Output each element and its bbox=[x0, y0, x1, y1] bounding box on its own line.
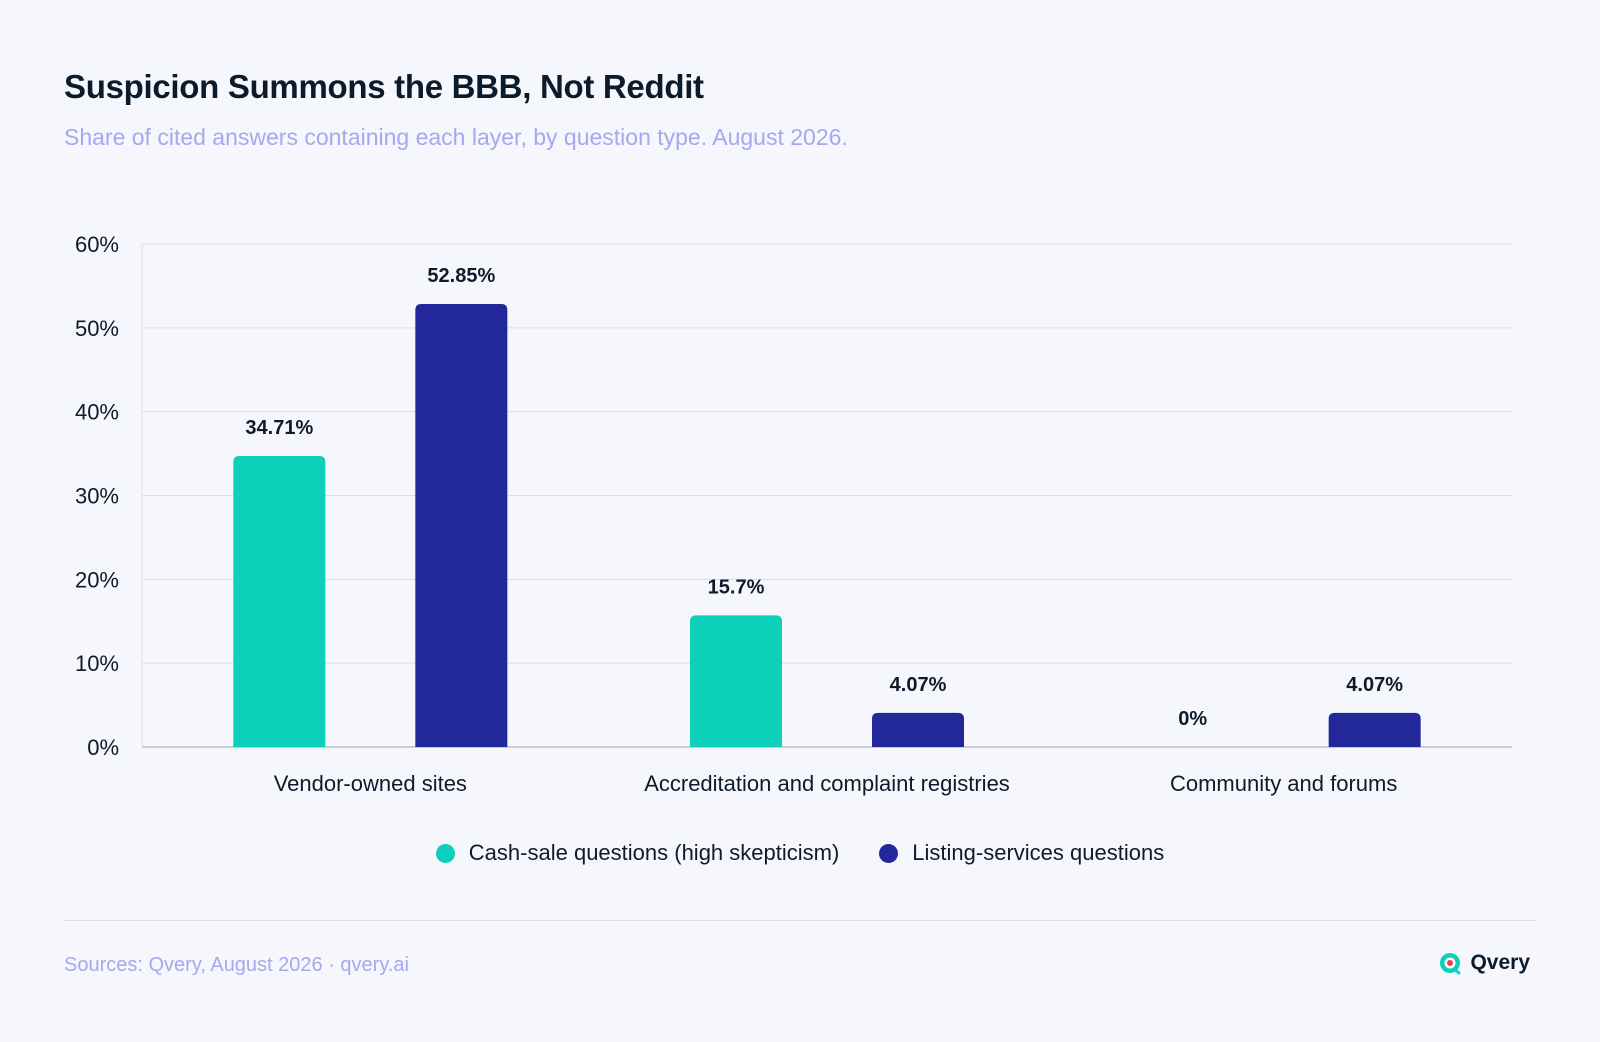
bar bbox=[690, 615, 782, 747]
brand: Qvery bbox=[1438, 951, 1530, 975]
x-tick-label: Community and forums bbox=[1170, 771, 1397, 796]
data-label: 4.07% bbox=[1346, 674, 1403, 696]
brand-name: Qvery bbox=[1470, 951, 1530, 974]
sources-note: Sources: Qvery, August 2026 · qvery.ai bbox=[64, 954, 409, 976]
bars bbox=[233, 303, 1421, 747]
bar bbox=[233, 456, 326, 747]
chart-legend: Cash-sale questions (high skepticism) Li… bbox=[0, 840, 1600, 866]
y-tick-label: 10% bbox=[75, 651, 119, 676]
grid-lines bbox=[141, 243, 1512, 748]
x-axis-ticks: Vendor-owned sites Accreditation and comp… bbox=[274, 771, 1398, 796]
footer-divider bbox=[64, 920, 1536, 921]
x-tick-label: Accreditation and complaint registries bbox=[644, 771, 1010, 796]
qvery-logo-icon bbox=[1440, 953, 1461, 975]
x-tick-label: Vendor-owned sites bbox=[274, 771, 467, 796]
legend-label-cash-sale: Cash-sale questions (high skepticism) bbox=[468, 840, 840, 865]
legend-label-listing-services: Listing-services questions bbox=[912, 840, 1165, 865]
y-tick-label: 60% bbox=[75, 232, 119, 257]
data-label: 4.07% bbox=[890, 674, 947, 696]
legend-item-listing-services: Listing-services questions bbox=[879, 840, 1164, 866]
bar bbox=[872, 712, 964, 747]
bar bbox=[1328, 712, 1421, 747]
y-tick-label: 50% bbox=[75, 316, 119, 341]
y-tick-label: 20% bbox=[75, 567, 119, 592]
chart-title: Suspicion Summons the BBB, Not Reddit bbox=[64, 68, 704, 105]
chart-subtitle: Share of cited answers containing each l… bbox=[64, 124, 848, 150]
y-tick-label: 30% bbox=[75, 484, 119, 509]
data-label: 52.85% bbox=[427, 265, 495, 287]
data-labels: 34.71% 52.85% 15.7% 4.07% 0% 4.07% bbox=[245, 265, 1403, 730]
bar-chart: 0% 10% 20% 30% 40% 50% 60% 34.71% 52.85% 15.7% 4.… bbox=[75, 232, 1512, 796]
data-label: 0% bbox=[1178, 708, 1207, 730]
data-label: 15.7% bbox=[708, 576, 765, 598]
legend-item-cash-sale: Cash-sale questions (high skepticism) bbox=[435, 840, 840, 866]
data-label: 34.71% bbox=[245, 417, 313, 439]
bar bbox=[415, 303, 508, 747]
legend-swatch-listing-services bbox=[879, 843, 899, 863]
y-tick-label: 0% bbox=[87, 735, 119, 760]
y-tick-label: 40% bbox=[75, 400, 119, 425]
legend-swatch-cash-sale bbox=[435, 843, 455, 863]
y-axis-ticks: 0% 10% 20% 30% 40% 50% 60% bbox=[75, 232, 119, 760]
